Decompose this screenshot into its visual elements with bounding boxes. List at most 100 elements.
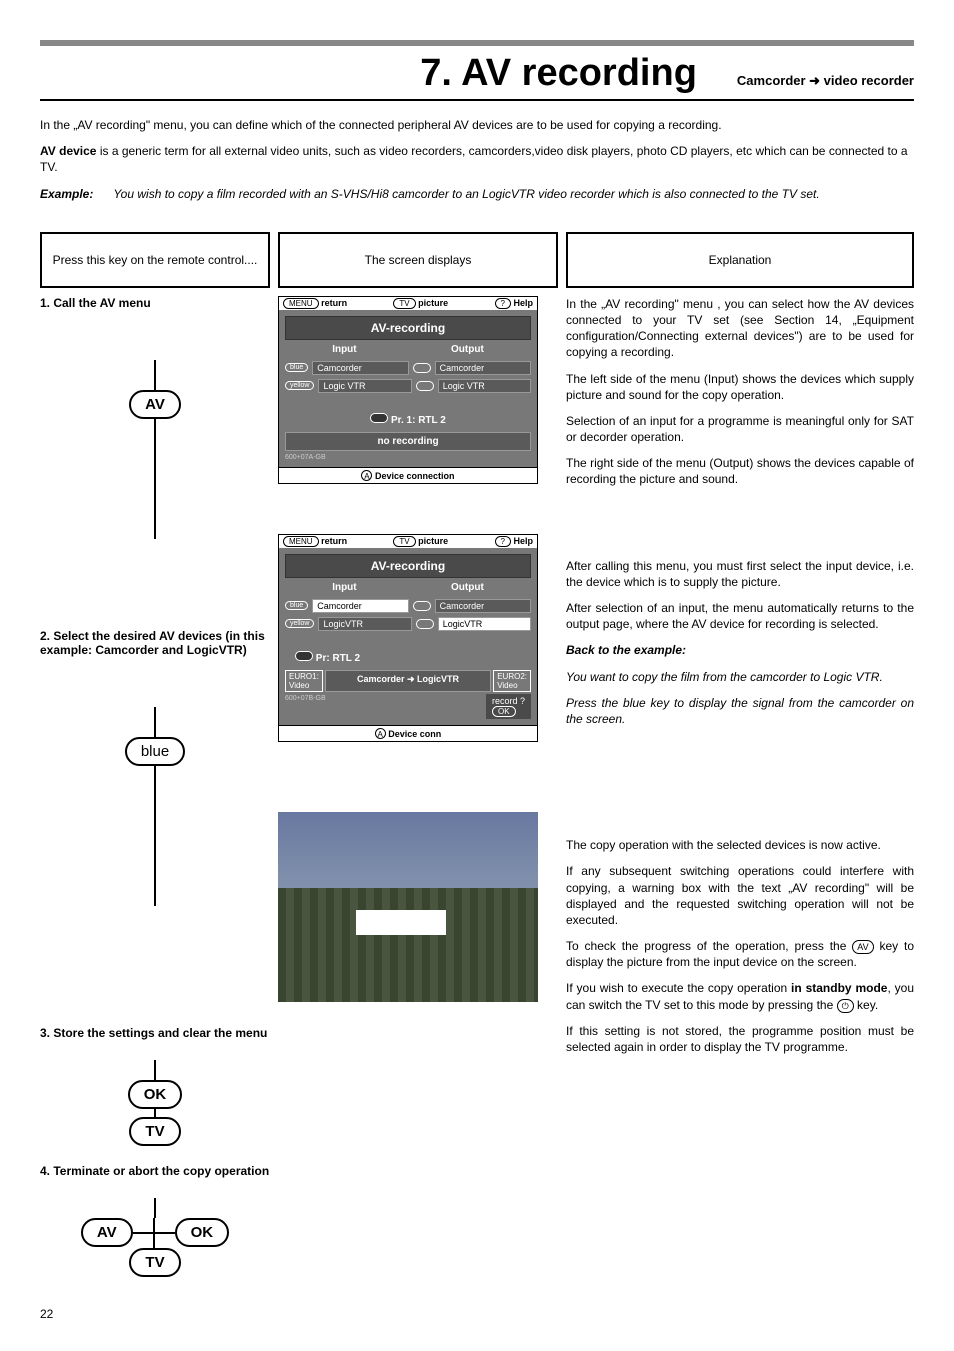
menu2-body: AV-recording Input Output blue Camcorder… — [279, 548, 537, 725]
exp2-heading: Back to the example: — [566, 642, 914, 658]
exp3-p4: If you wish to execute the copy operatio… — [566, 980, 914, 1012]
intro-block: In the „AV recording" menu, you can defi… — [40, 117, 914, 202]
connector-line — [154, 766, 156, 906]
input-label: Input — [332, 582, 356, 593]
intro-p2-body: is a generic term for all external video… — [40, 144, 908, 174]
menu1-row1: blue Camcorder Camcorder — [285, 361, 531, 375]
step-3: 3. Store the settings and clear the menu… — [40, 1026, 270, 1146]
col3-header: Explanation — [566, 232, 914, 288]
euro1-label: EURO1: — [289, 672, 319, 681]
ok-button[interactable]: OK — [128, 1080, 183, 1109]
screen-menu-1: MENU return TV picture ? Help AV-recordi… — [278, 296, 538, 484]
ship-shape — [356, 910, 446, 935]
exp3-p4a: If you wish to execute the copy operatio… — [566, 981, 791, 995]
standby-mode-label: in standby mode — [791, 981, 887, 995]
tv-pill: TV — [393, 298, 415, 309]
euro2-label: EURO2: — [497, 672, 527, 681]
picture-label: picture — [418, 536, 448, 546]
exp1-p4: The right side of the menu (Output) show… — [566, 455, 914, 487]
ok-pill: OK — [492, 706, 516, 717]
col1-header: Press this key on the remote control.... — [40, 232, 270, 288]
step3-title: 3. Store the settings and clear the menu — [40, 1026, 270, 1040]
exp3-p3: To check the progress of the operation, … — [566, 938, 914, 970]
intro-p2: AV device is a generic term for all exte… — [40, 143, 914, 175]
connector-line — [154, 707, 156, 737]
exp2-p3: You want to copy the film from the camco… — [566, 669, 914, 685]
camcorder-in-selected: Camcorder — [312, 599, 408, 613]
return-label: return — [321, 536, 347, 546]
column-3: Explanation In the „AV recording" menu ,… — [566, 232, 914, 1277]
connector-hline — [155, 1232, 175, 1234]
exp3-p1: The copy operation with the selected dev… — [566, 837, 914, 853]
header-bar — [40, 40, 914, 46]
power-key-icon: ⏻ — [837, 999, 854, 1013]
pr-label: Pr. 1: RTL 2 — [391, 415, 446, 426]
av-key-icon: AV — [852, 940, 873, 954]
menu2-io: Input Output — [285, 582, 531, 593]
example-text: You wish to copy a film recorded with an… — [113, 186, 903, 202]
step-2: 2. Select the desired AV devices (in thi… — [40, 629, 270, 906]
step2-title: 2. Select the desired AV devices (in thi… — [40, 629, 270, 657]
connector-line — [154, 419, 156, 539]
av-button[interactable]: AV — [81, 1218, 133, 1247]
return-label: return — [321, 298, 347, 308]
menu1-bottom: A Device connection — [279, 467, 537, 483]
tv-button[interactable]: TV — [129, 1117, 180, 1146]
columns: Press this key on the remote control....… — [40, 232, 914, 1277]
exp1: In the „AV recording" menu , you can sel… — [566, 296, 914, 488]
ok-button[interactable]: OK — [175, 1218, 230, 1247]
connector-line — [154, 1109, 156, 1117]
menu1-topbar: MENU return TV picture ? Help — [279, 297, 537, 310]
connector-line — [154, 360, 156, 390]
step4-title: 4. Terminate or abort the copy operation — [40, 1164, 270, 1178]
blue-button[interactable]: blue — [125, 737, 185, 766]
record-label: record ? — [492, 696, 525, 706]
pr-icon — [295, 651, 313, 661]
vtr-in: Logic VTR — [318, 379, 411, 393]
exp3-p3a: To check the progress of the operation, … — [566, 939, 852, 953]
step1-title: 1. Call the AV menu — [40, 296, 270, 310]
toggle-icon — [413, 601, 431, 611]
menu1-pr: Pr. 1: RTL 2 — [285, 413, 531, 426]
euro1-box: EURO1:Video — [285, 670, 323, 692]
menu-pill: MENU — [283, 298, 319, 309]
tv-button[interactable]: TV — [129, 1248, 180, 1277]
menu2-topbar: MENU return TV picture ? Help — [279, 535, 537, 548]
euro1-val: Video — [289, 681, 309, 690]
help-pill: ? — [495, 536, 511, 547]
camcorder-out: Camcorder — [435, 599, 531, 613]
title-row: 7. AV recording Camcorder ➜ video record… — [40, 52, 914, 101]
a-key-icon: A — [375, 728, 386, 739]
pr-icon — [370, 413, 388, 423]
exp1-p3: Selection of an input for a programme is… — [566, 413, 914, 445]
record-prompt: record ?OK — [486, 694, 531, 719]
menu1-status: no recording — [285, 432, 531, 451]
exp3-p2: If any subsequent switching operations c… — [566, 863, 914, 928]
input-label: Input — [332, 344, 356, 355]
exp3-p4c: key. — [854, 998, 878, 1012]
blue-label: blue — [285, 363, 308, 372]
exp2-p1: After calling this menu, you must first … — [566, 558, 914, 590]
menu2-title: AV-recording — [285, 554, 531, 578]
example-label: Example: — [40, 186, 110, 202]
help-label: Help — [513, 298, 533, 308]
connector-line — [154, 1198, 156, 1218]
exp2: After calling this menu, you must first … — [566, 558, 914, 728]
menu-pill: MENU — [283, 536, 319, 547]
page-title: 7. AV recording — [420, 52, 697, 95]
column-2: The screen displays MENU return TV pictu… — [278, 232, 558, 1277]
exp3-p5: If this setting is not stored, the progr… — [566, 1023, 914, 1055]
exp1-p2: The left side of the menu (Input) shows … — [566, 371, 914, 403]
intro-example: Example: You wish to copy a film recorde… — [40, 186, 914, 202]
menu1-code: 600+07A-GB — [285, 454, 531, 461]
page-number: 22 — [40, 1307, 914, 1321]
intro-p1: In the „AV recording" menu, you can defi… — [40, 117, 914, 133]
menu2-row2: yellow LogicVTR LogicVTR — [285, 617, 531, 631]
menu2-status: Camcorder ➜ LogicVTR — [325, 670, 491, 692]
av-button[interactable]: AV — [129, 390, 181, 419]
screen-menu-2: MENU return TV picture ? Help AV-recordi… — [278, 534, 538, 742]
output-label: Output — [451, 582, 484, 593]
vtr-out-selected: LogicVTR — [438, 617, 531, 631]
exp2-p2: After selection of an input, the menu au… — [566, 600, 914, 632]
exp1-p1: In the „AV recording" menu , you can sel… — [566, 296, 914, 361]
